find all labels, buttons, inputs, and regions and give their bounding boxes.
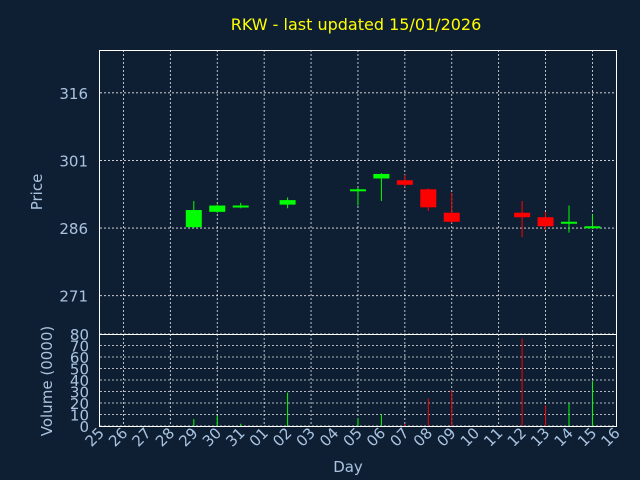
candle xyxy=(373,173,390,202)
day-tick-label: 28 xyxy=(152,424,178,450)
day-tick-label: 14 xyxy=(551,424,577,450)
price-tick-label: 271 xyxy=(59,288,88,306)
day-tick-label: 01 xyxy=(246,424,272,450)
candle-body xyxy=(185,210,202,228)
volume-tick-label: 70 xyxy=(70,338,89,356)
candle xyxy=(232,202,249,209)
candle-body xyxy=(514,212,531,218)
volume-tick-label: 0 xyxy=(79,418,89,436)
day-axis-label: Day xyxy=(333,458,363,476)
day-tick-label: 12 xyxy=(504,424,530,450)
candle xyxy=(396,174,413,187)
candle-body xyxy=(232,205,249,208)
day-tick-label: 08 xyxy=(410,424,436,450)
price-tick-label: 286 xyxy=(59,220,88,238)
candle-body xyxy=(420,189,437,208)
candle xyxy=(514,201,531,238)
volume-tick-label: 20 xyxy=(70,395,89,413)
candle-body xyxy=(443,212,460,222)
day-tick-label: 05 xyxy=(340,424,366,450)
price-gridlines xyxy=(100,50,616,334)
volume-plot-frame xyxy=(99,334,617,427)
candle xyxy=(185,201,202,229)
candle xyxy=(561,205,577,233)
volume-tick-label: 50 xyxy=(70,361,89,379)
volume-tick-label: 80 xyxy=(70,326,89,344)
candle-body xyxy=(373,173,390,179)
candle-body xyxy=(396,180,413,185)
volume-gridlines xyxy=(100,333,616,427)
candle xyxy=(443,192,460,223)
day-tick-label: 31 xyxy=(222,424,248,450)
candle xyxy=(349,187,366,206)
day-tick-label: 27 xyxy=(128,424,154,450)
day-tick-label: 26 xyxy=(105,424,131,450)
candle-body xyxy=(561,221,577,224)
candle xyxy=(420,188,437,211)
day-tick-label: 15 xyxy=(574,424,600,450)
day-tick-label: 02 xyxy=(269,424,295,450)
day-tick-label: 13 xyxy=(527,424,553,450)
volume-bars xyxy=(193,338,593,426)
chart-title: RKW - last updated 15/01/2026 xyxy=(231,15,482,34)
price-tick-label: 316 xyxy=(59,85,88,103)
price-tick-label: 301 xyxy=(59,152,88,170)
candle-body xyxy=(537,217,554,227)
volume-tick-label: 10 xyxy=(70,407,89,425)
price-axis-label: Price xyxy=(28,174,46,211)
day-tick-label: 04 xyxy=(316,424,342,450)
candle-body xyxy=(209,205,226,212)
volume-tick-label: 40 xyxy=(70,372,89,390)
volume-tick-label: 30 xyxy=(70,384,89,402)
volume-tick-label: 60 xyxy=(70,349,89,367)
candle xyxy=(209,204,226,213)
day-tick-label: 10 xyxy=(457,424,483,450)
day-axis-ticks: 2526272829303101020304050607080910111213… xyxy=(82,424,624,450)
day-tick-label: 29 xyxy=(175,424,201,450)
day-tick-label: 03 xyxy=(293,424,319,450)
candle-body xyxy=(349,189,366,192)
day-tick-label: 30 xyxy=(199,424,225,450)
day-tick-label: 07 xyxy=(386,424,412,450)
candle-body xyxy=(279,200,296,205)
candle-body xyxy=(584,226,601,229)
candle xyxy=(584,214,601,229)
day-tick-label: 16 xyxy=(597,424,623,450)
candle xyxy=(537,211,554,230)
day-tick-label: 11 xyxy=(480,424,506,450)
candle xyxy=(279,197,296,209)
price-candles xyxy=(185,173,601,238)
volume-axis-label: Volume (0000) xyxy=(38,326,56,436)
day-tick-label: 09 xyxy=(433,424,459,450)
day-tick-label: 06 xyxy=(363,424,389,450)
price-axis-ticks: 271 286 301 316 xyxy=(59,85,88,306)
